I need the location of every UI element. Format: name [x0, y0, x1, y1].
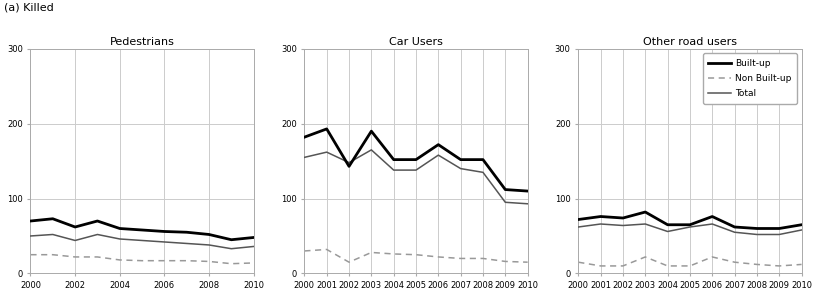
Legend: Built-up, Non Built-up, Total: Built-up, Non Built-up, Total: [703, 53, 797, 104]
Title: Other road users: Other road users: [643, 37, 737, 47]
Text: (a) Killed: (a) Killed: [4, 3, 54, 13]
Title: Pedestrians: Pedestrians: [110, 37, 174, 47]
Title: Car Users: Car Users: [389, 37, 443, 47]
